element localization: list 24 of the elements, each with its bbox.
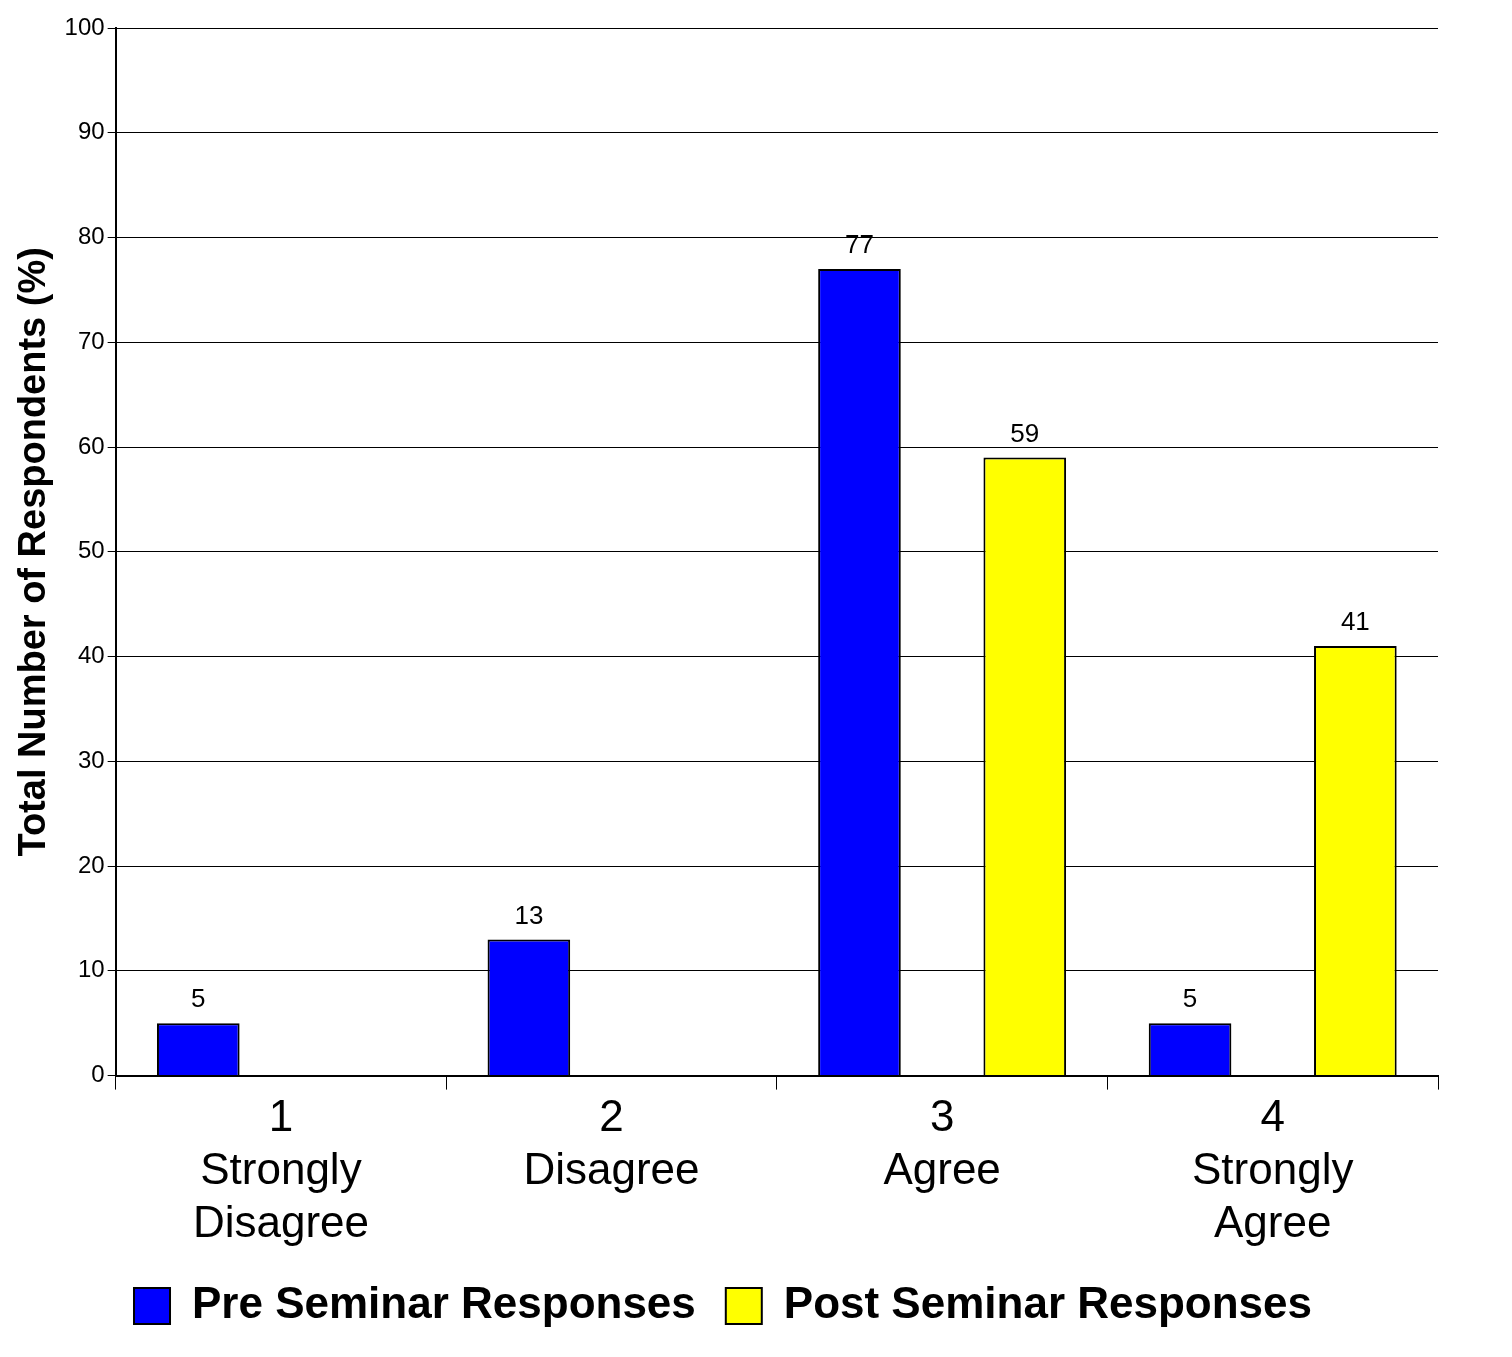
data-label: 5: [191, 983, 206, 1014]
y-tick-label: 10: [77, 955, 105, 983]
x-tick-label: 2 Disagree: [523, 1091, 700, 1193]
y-tick-label: 30: [77, 745, 105, 773]
data-label: 5: [1182, 983, 1198, 1014]
legend-label: Post Seminar Responses: [783, 1278, 1312, 1328]
y-tick-label: 100: [64, 12, 105, 40]
legend-label: Pre Seminar Responses: [192, 1278, 696, 1328]
x-tick-label: 3 Agree: [883, 1091, 1001, 1193]
y-tick-label: 60: [77, 431, 105, 459]
y-tick-label: 90: [77, 117, 105, 145]
data-label: 13: [514, 899, 544, 930]
y-tick-label: 0: [91, 1060, 105, 1088]
data-label: 77: [845, 229, 874, 260]
y-tick-label: 50: [77, 536, 105, 564]
x-tick-label: 1 Strongly Disagree: [192, 1091, 369, 1246]
x-tick-label: 4 Strongly Agree: [1191, 1091, 1354, 1246]
y-tick-label: 70: [77, 326, 105, 354]
y-tick-label: 20: [77, 850, 105, 878]
y-axis-title: Total Number of Respondents (%): [11, 247, 54, 857]
data-label: 41: [1340, 606, 1370, 637]
data-label: 59: [1010, 417, 1040, 448]
y-tick-label: 40: [77, 641, 105, 669]
y-tick-label: 80: [77, 222, 105, 250]
